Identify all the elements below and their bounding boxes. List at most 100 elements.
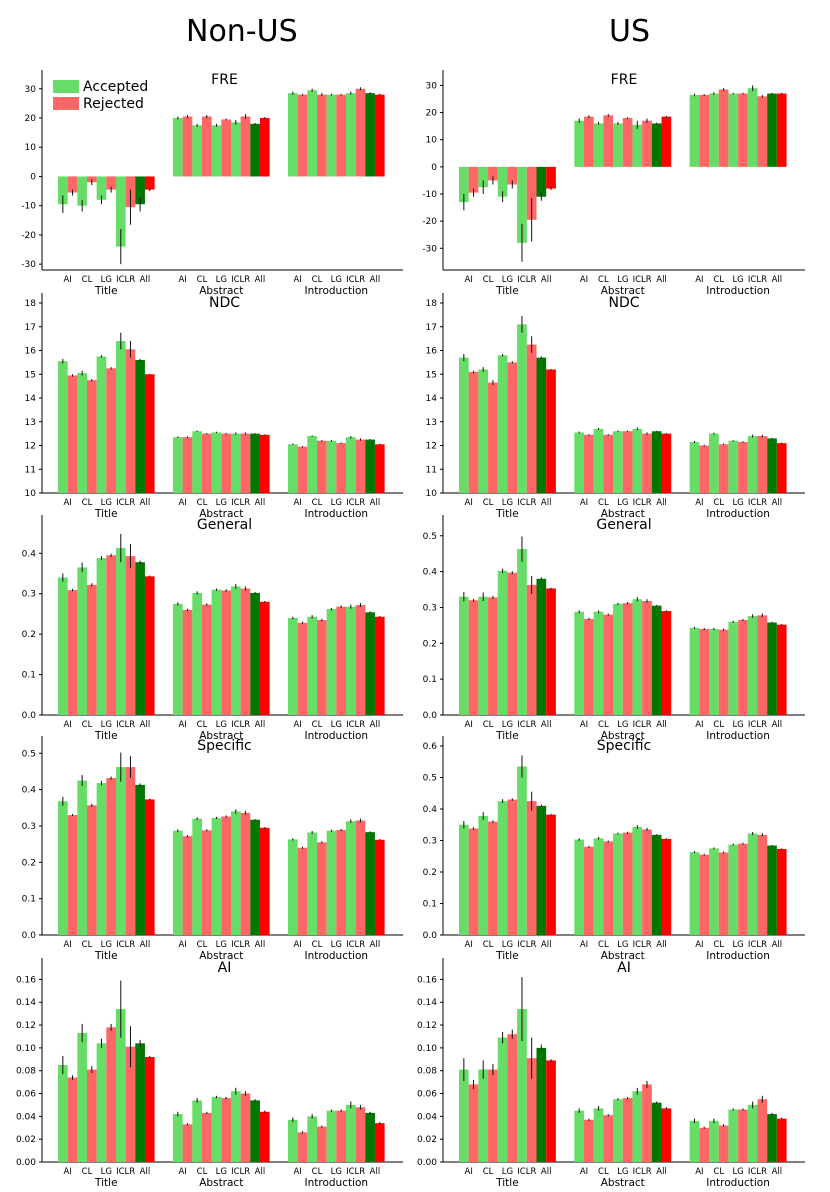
bar-accepted-introduction-cl — [307, 1116, 317, 1162]
y-tick-label: -20 — [422, 217, 437, 227]
bar-rejected-title-all — [144, 799, 155, 935]
bar-rejected-abstract-cl — [603, 434, 614, 493]
bar-rejected-title-iclr — [125, 1046, 136, 1162]
bar-accepted-abstract-lg — [211, 125, 222, 177]
bar-rejected-title-lg — [106, 555, 116, 715]
rejected-swatch — [53, 97, 79, 110]
bar-accepted-introduction-ai — [288, 444, 298, 493]
x-tick-label: AI — [178, 1167, 186, 1177]
bar-accepted-abstract-all — [651, 834, 662, 935]
legend-item-rejected: Rejected — [53, 95, 148, 112]
x-tick-label: CL — [483, 720, 494, 730]
bar-rejected-abstract-iclr — [642, 829, 652, 935]
y-tick-label: 0.4 — [22, 549, 37, 559]
y-tick-label: 0.3 — [423, 603, 437, 613]
bar-accepted-title-lg — [96, 1043, 107, 1162]
y-tick-label: 20 — [25, 114, 37, 124]
bar-rejected-introduction-ai — [699, 445, 710, 493]
bar-rejected-introduction-iclr — [355, 820, 366, 935]
bar-accepted-abstract-ai — [574, 1110, 585, 1162]
bar-accepted-introduction-lg — [728, 621, 739, 715]
legend-label-rejected: Rejected — [83, 95, 144, 112]
bar-rejected-title-iclr — [526, 1058, 537, 1162]
x-tick-label: ICLR — [633, 940, 652, 950]
bar-accepted-introduction-ai — [689, 94, 700, 167]
bar-rejected-introduction-all — [374, 839, 385, 935]
bar-accepted-introduction-lg — [326, 609, 337, 715]
bar-rejected-abstract-all — [661, 433, 672, 493]
x-tick-label: LG — [216, 498, 227, 508]
x-tick-label: All — [656, 275, 667, 285]
x-tick-label: All — [772, 1167, 783, 1177]
bar-accepted-abstract-cl — [593, 1108, 604, 1162]
bar-rejected-title-lg — [507, 799, 518, 935]
bar-rejected-title-lg — [106, 777, 116, 935]
bar-accepted-title-lg — [497, 801, 508, 935]
bar-accepted-title-all — [135, 784, 145, 935]
y-tick-label: 0.6 — [423, 742, 438, 752]
x-tick-label: All — [656, 940, 667, 950]
bar-accepted-abstract-iclr — [632, 599, 643, 715]
bar-accepted-title-iclr — [115, 341, 126, 493]
y-tick-label: 0.2 — [22, 630, 36, 640]
bar-accepted-introduction-all — [365, 439, 375, 493]
bar-rejected-abstract-cl — [603, 614, 614, 715]
x-tick-label: LG — [502, 940, 513, 950]
x-tick-label: ICLR — [116, 498, 135, 508]
bar-rejected-abstract-cl — [201, 830, 212, 935]
group-label: Abstract — [199, 1177, 243, 1189]
bar-rejected-title-cl — [86, 1069, 97, 1162]
y-tick-label: 0.16 — [417, 975, 437, 985]
group-label: Introduction — [305, 950, 369, 962]
bar-rejected-introduction-ai — [297, 94, 308, 177]
bar-rejected-title-lg — [106, 368, 116, 493]
chart-title: Specific — [197, 738, 252, 754]
x-tick-label: All — [541, 720, 552, 730]
y-tick-label: 0.5 — [22, 749, 36, 759]
bar-rejected-title-lg — [106, 1027, 116, 1162]
x-tick-label: CL — [598, 498, 609, 508]
y-tick-label: 16 — [426, 347, 438, 357]
bar-rejected-title-cl — [86, 584, 97, 715]
x-tick-label: ICLR — [116, 720, 135, 730]
y-tick-label: 0.0 — [22, 711, 37, 721]
bar-rejected-introduction-cl — [316, 620, 327, 715]
bar-accepted-abstract-all — [651, 1102, 662, 1162]
bar-rejected-abstract-cl — [603, 115, 614, 167]
y-tick-label: 0.4 — [22, 786, 37, 796]
chart-title: General — [596, 517, 651, 533]
bar-accepted-abstract-cl — [192, 1100, 202, 1162]
bar-accepted-introduction-iclr — [747, 833, 758, 935]
chart-panel-non-us-ai: AI 0.00 0.02 0.04 0.06 0.08 0.10 0.12 0.14 0.16 AI… — [16, 958, 403, 1189]
bar-rejected-title-cl — [86, 380, 97, 493]
x-tick-label: ICLR — [346, 940, 365, 950]
bar-accepted-title-iclr — [115, 176, 126, 247]
x-tick-label: AI — [465, 720, 473, 730]
bar-accepted-introduction-all — [365, 1112, 375, 1162]
bar-rejected-abstract-lg — [622, 1098, 633, 1162]
x-tick-label: LG — [331, 720, 342, 730]
x-tick-label: CL — [197, 940, 208, 950]
y-tick-label: 11 — [25, 465, 36, 475]
y-tick-label: 13 — [426, 418, 437, 428]
group-label: Introduction — [305, 285, 369, 297]
x-tick-label: AI — [293, 720, 301, 730]
y-tick-label: 0.10 — [16, 1044, 36, 1054]
y-tick-label: 0.14 — [417, 998, 437, 1008]
group-label: Introduction — [305, 508, 369, 520]
chart-panel-us-general: General 0.0 0.1 0.2 0.3 0.4 0.5 AI CL LG ICLR All Ti… — [423, 515, 805, 742]
x-tick-label: CL — [82, 940, 93, 950]
y-tick-label: 0.00 — [16, 1158, 36, 1168]
bar-rejected-title-all — [144, 374, 155, 493]
chart-panel-non-us-fre: FRE -30 -20 -10 0 10 20 30 AI CL LG ICLR All Title AI C… — [21, 70, 403, 297]
x-tick-label: AI — [63, 275, 71, 285]
bar-accepted-introduction-iclr — [345, 93, 356, 177]
y-tick-label: 10 — [426, 136, 438, 146]
bar-accepted-title-ai — [459, 166, 469, 203]
group-label: Introduction — [305, 730, 369, 742]
bar-accepted-abstract-iclr — [230, 1091, 241, 1162]
x-tick-label: CL — [483, 275, 494, 285]
legend: Accepted Rejected — [53, 78, 148, 112]
bar-rejected-abstract-cl — [201, 433, 212, 493]
x-tick-label: All — [370, 275, 381, 285]
